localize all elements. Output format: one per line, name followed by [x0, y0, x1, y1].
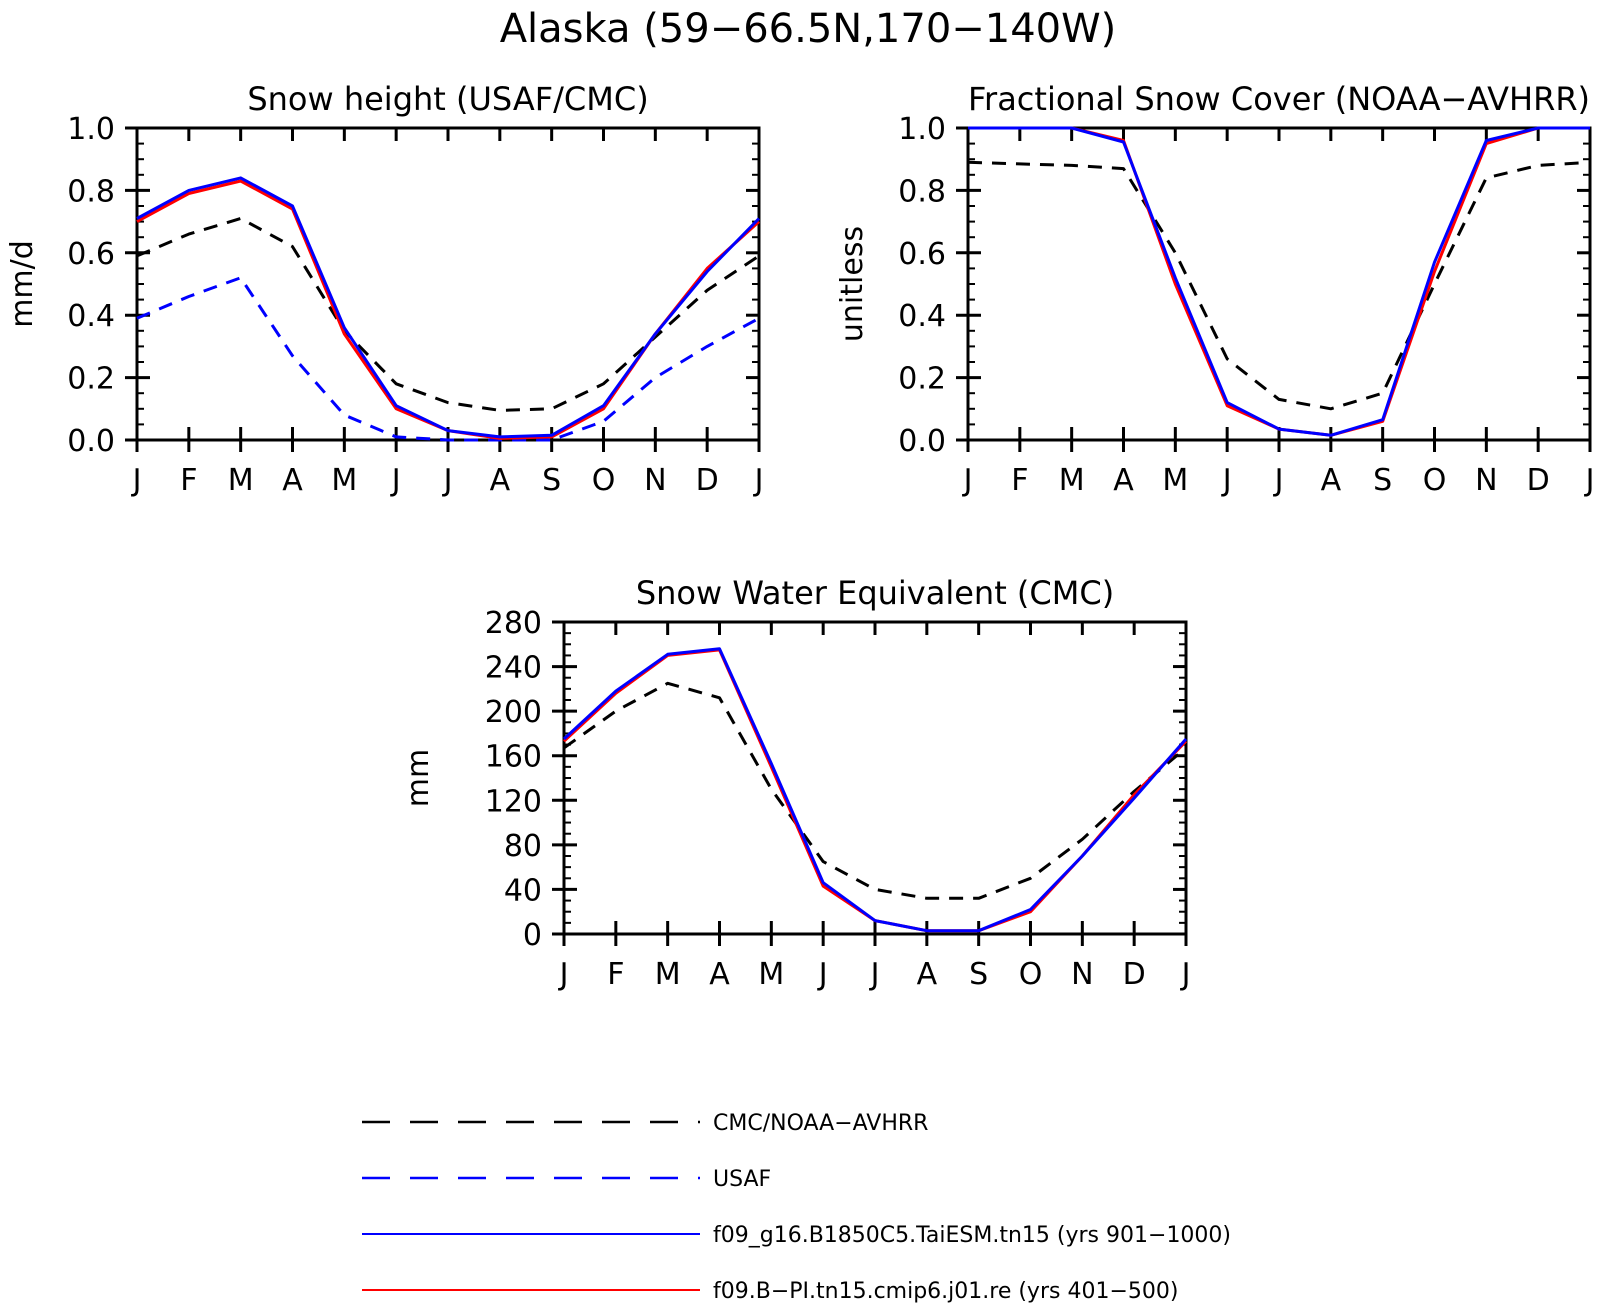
x-tick-label: N: [644, 463, 666, 498]
x-tick-label: M: [228, 463, 254, 498]
chart-title: Snow Water Equivalent (CMC): [636, 574, 1114, 612]
x-tick-label: J: [869, 957, 880, 992]
x-tick-label: J: [962, 463, 973, 498]
y-tick-label: 0.8: [898, 174, 946, 209]
x-tick-label: J: [558, 957, 569, 992]
y-axis-label: mm/d: [5, 240, 40, 328]
x-tick-label: J: [1273, 463, 1284, 498]
series-line-cmip6: [136, 179, 761, 440]
chart-title: Fractional Snow Cover (NOAA−AVHRR): [968, 80, 1590, 118]
x-tick-label: A: [282, 463, 303, 498]
x-tick-label: O: [592, 463, 616, 498]
x-tick-label: A: [1113, 463, 1134, 498]
x-tick-label: J: [1221, 463, 1232, 498]
series-line-obs: [563, 681, 1187, 900]
series-line-usaf: [136, 276, 760, 442]
series-line-cmip6: [562, 648, 1188, 933]
y-tick-label: 0.6: [898, 237, 946, 272]
x-tick-label: J: [131, 463, 142, 498]
legend-label-2: USAF: [713, 1167, 771, 1192]
x-tick-label: J: [1584, 463, 1595, 498]
x-tick-label: M: [758, 957, 784, 992]
x-tick-label: F: [180, 463, 197, 498]
x-tick-label: D: [1123, 957, 1146, 992]
y-tick-label: 1.0: [67, 112, 115, 147]
page-title: Alaska (59−66.5N,170−140W): [500, 6, 1117, 52]
x-tick-label: O: [1019, 957, 1043, 992]
x-tick-label: J: [817, 957, 828, 992]
x-tick-label: M: [1059, 463, 1085, 498]
x-tick-label: A: [1321, 463, 1342, 498]
y-tick-label: 40: [504, 873, 542, 908]
y-tick-label: 0.4: [898, 299, 946, 334]
series-line-obs: [967, 160, 1591, 411]
x-tick-label: M: [331, 463, 357, 498]
y-tick-label: 160: [485, 740, 542, 775]
y-tick-label: 120: [485, 784, 542, 819]
y-tick-label: 0.8: [67, 174, 115, 209]
y-tick-label: 0.4: [67, 299, 115, 334]
chart-title: Snow height (USAF/CMC): [247, 80, 648, 118]
x-tick-label: S: [1373, 463, 1392, 498]
x-tick-label: D: [696, 463, 719, 498]
y-tick-label: 0: [523, 918, 542, 953]
series-line-taiesm: [562, 647, 1188, 933]
y-tick-label: 0.2: [898, 362, 946, 397]
y-tick-label: 0.0: [898, 424, 946, 459]
x-tick-label: M: [655, 957, 681, 992]
legend-label-1: CMC/NOAA−AVHRR: [713, 1111, 928, 1136]
series-line-taiesm: [136, 176, 761, 439]
plot-frame: [135, 126, 761, 442]
x-tick-label: J: [753, 463, 764, 498]
x-tick-label: M: [1162, 463, 1188, 498]
y-axis-label: mm: [401, 749, 436, 807]
y-tick-label: 1.0: [898, 112, 946, 147]
x-tick-label: D: [1527, 463, 1550, 498]
chart-panels: Snow height (USAF/CMC) mm/d 0.0 0.2 0.4 0.6 0.…: [5, 80, 1594, 992]
x-tick-label: J: [442, 463, 453, 498]
x-tick-label: O: [1423, 463, 1447, 498]
chart-panel-3: Snow Water Equivalent (CMC) mm 0 40 80 120 160…: [401, 574, 1190, 992]
x-tick-label: S: [969, 957, 988, 992]
x-tick-label: S: [542, 463, 561, 498]
y-tick-label: 200: [485, 695, 542, 730]
y-tick-label: 280: [485, 606, 542, 641]
y-tick-label: 80: [504, 829, 542, 864]
legend-label-4: f09.B−PI.tn15.cmip6.j01.re (yrs 401−500): [713, 1279, 1178, 1304]
y-tick-label: 240: [485, 651, 542, 686]
y-tick-label: 0.6: [67, 237, 115, 272]
x-tick-label: F: [607, 957, 624, 992]
plot-frame: [562, 620, 1188, 936]
chart-panel-1: Snow height (USAF/CMC) mm/d 0.0 0.2 0.4 0.6 0.…: [5, 80, 763, 498]
series-line-taiesm: [968, 126, 1590, 437]
series-line-obs: [136, 217, 760, 412]
legend: CMC/NOAA−AVHRR USAF f09_g16.B1850C5.TaiESM…: [362, 1111, 1231, 1304]
y-axis-label: unitless: [835, 226, 870, 342]
x-tick-label: F: [1011, 463, 1028, 498]
x-tick-label: A: [490, 463, 511, 498]
legend-label-3: f09_g16.B1850C5.TaiESM.tn15 (yrs 901−100…: [713, 1223, 1231, 1248]
x-tick-label: A: [709, 957, 730, 992]
x-tick-label: J: [1180, 957, 1191, 992]
chart-panel-2: Fractional Snow Cover (NOAA−AVHRR) unitle…: [835, 80, 1594, 498]
y-tick-label: 0.2: [67, 362, 115, 397]
x-tick-label: J: [390, 463, 401, 498]
y-tick-label: 0.0: [67, 424, 115, 459]
x-tick-label: A: [917, 957, 938, 992]
x-tick-label: N: [1071, 957, 1093, 992]
x-tick-label: N: [1475, 463, 1497, 498]
